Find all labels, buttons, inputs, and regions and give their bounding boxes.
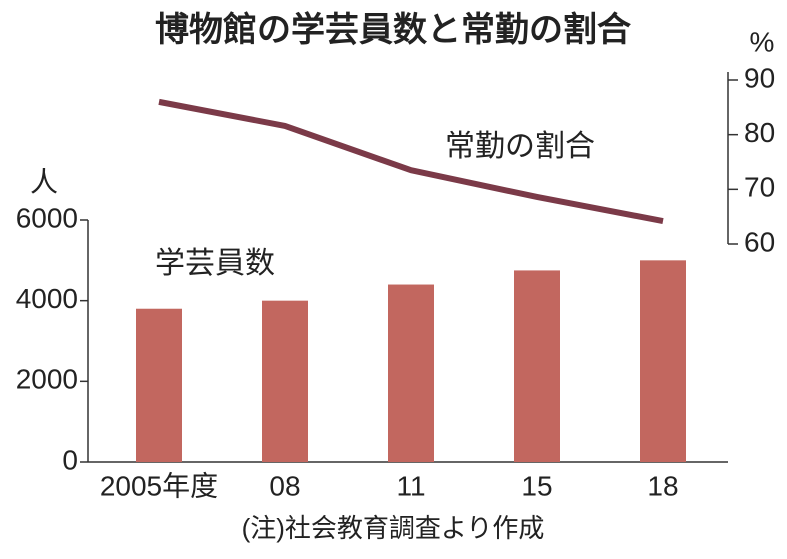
line <box>158 98 664 224</box>
bar <box>514 270 560 462</box>
y-tick-label: 6000 <box>16 202 78 233</box>
y-unit: 人 <box>30 166 58 197</box>
bar <box>262 300 308 462</box>
y2-tick-label: 80 <box>744 117 775 148</box>
x-tick-label: 08 <box>269 470 300 501</box>
series-label: 常勤の割合 <box>445 130 595 163</box>
y2-tick-label: 90 <box>744 62 775 93</box>
series-label: 学芸員数 <box>155 247 275 280</box>
y2-tick-label: 60 <box>744 226 775 257</box>
bar <box>136 308 182 462</box>
note: (注)社会教育調査より作成 <box>242 513 545 543</box>
y-tick-label: 2000 <box>16 364 78 395</box>
y2-unit: % <box>750 26 775 57</box>
bar <box>640 260 686 462</box>
y2-tick-label: 70 <box>744 172 775 203</box>
x-tick-label: 2005年度 <box>100 470 218 501</box>
x-tick-label: 15 <box>521 470 552 501</box>
y-tick-label: 4000 <box>16 283 78 314</box>
x-tick-label: 11 <box>396 470 425 501</box>
chart-title: 博物館の学芸員数と常勤の割合 <box>155 10 631 49</box>
bar <box>388 284 434 462</box>
y-tick-label: 0 <box>62 444 78 475</box>
x-tick-label: 18 <box>647 470 678 501</box>
